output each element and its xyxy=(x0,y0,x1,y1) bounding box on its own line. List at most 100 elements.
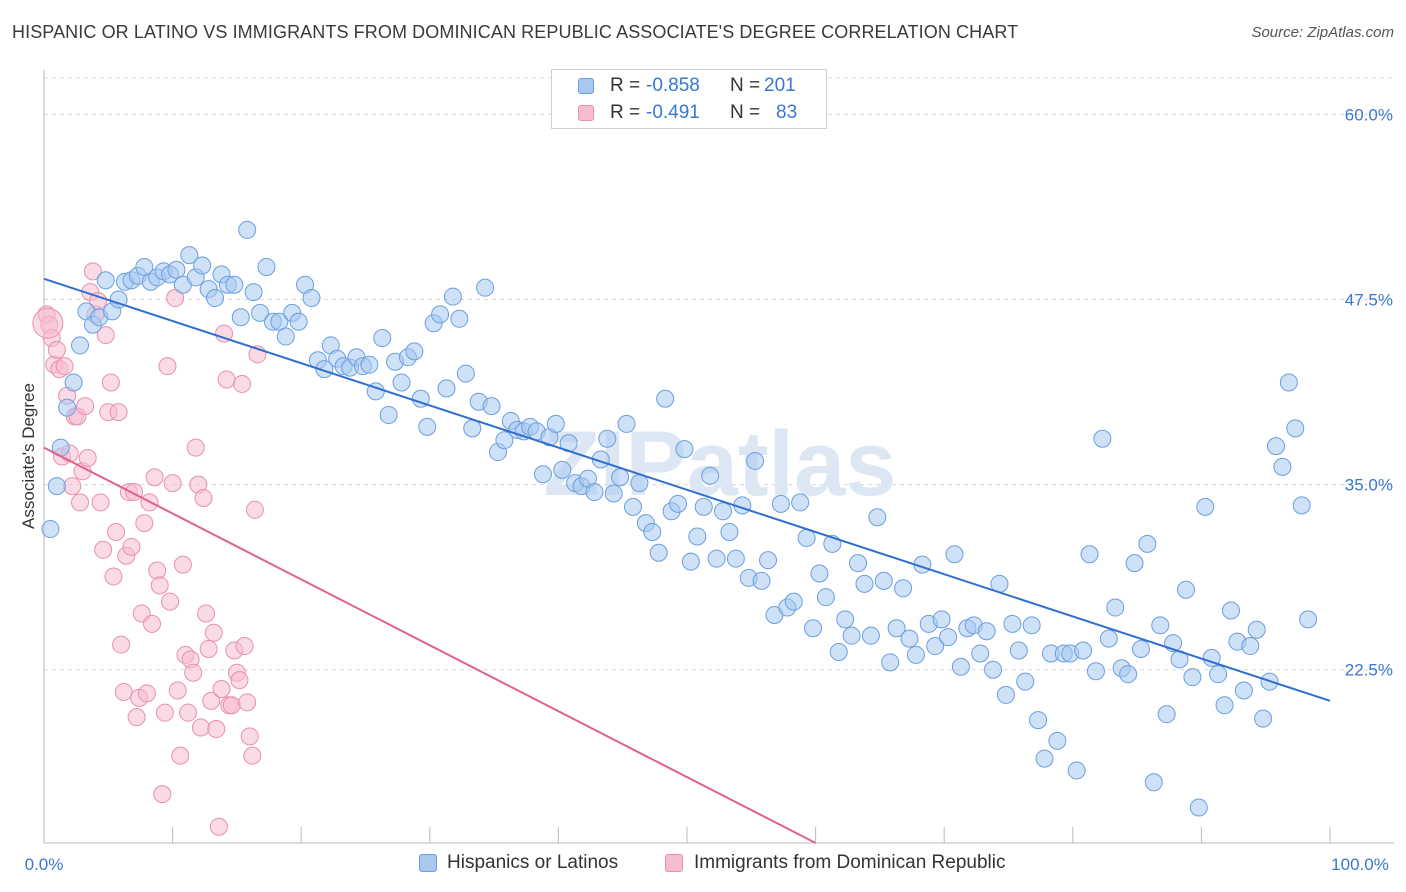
data-point-hispanic xyxy=(1093,429,1112,448)
data-point-hispanic xyxy=(675,440,694,459)
data-point-hispanic xyxy=(752,571,771,590)
data-point-hispanic xyxy=(932,610,951,629)
n-label: N = xyxy=(730,75,761,96)
r-value: -0.858 xyxy=(646,75,700,96)
data-point-hispanic xyxy=(437,379,456,398)
data-point-hispanic xyxy=(225,275,244,294)
data-point-hispanic xyxy=(463,419,482,438)
series-legend: Hispanics or Latinos Immigrants from Dom… xyxy=(0,851,1406,879)
data-point-dominican xyxy=(168,681,187,700)
data-point-dominican xyxy=(238,693,257,712)
data-point-dominican xyxy=(186,438,205,457)
data-point-hispanic xyxy=(842,626,861,645)
tick-labels: 22.5% 35.0% 47.5% 60.0% 0.0% 100.0% xyxy=(25,105,1393,874)
chart-title: HISPANIC OR LATINO VS IMMIGRANTS FROM DO… xyxy=(12,22,1019,42)
trend-lines xyxy=(43,277,1331,844)
data-point-dominican xyxy=(194,488,213,507)
data-point-hispanic xyxy=(431,305,450,324)
data-point-hispanic xyxy=(1009,641,1028,660)
data-point-hispanic xyxy=(643,523,662,542)
data-point-hispanic xyxy=(1286,419,1305,438)
data-point-hispanic xyxy=(649,543,668,562)
n-value: 83 xyxy=(776,102,798,123)
data-point-hispanic xyxy=(405,342,424,361)
data-point-hispanic xyxy=(1202,648,1221,667)
legend-swatch-pink xyxy=(665,854,683,872)
data-point-hispanic xyxy=(900,629,919,648)
data-point-hispanic xyxy=(720,523,739,542)
data-point-dominican xyxy=(107,523,126,542)
data-point-hispanic xyxy=(701,466,720,485)
data-point-hispanic xyxy=(1254,709,1273,728)
data-point-hispanic xyxy=(418,417,437,436)
data-point-hispanic xyxy=(553,460,572,479)
data-point-hispanic xyxy=(456,364,475,383)
data-point-dominican xyxy=(122,537,141,556)
r-label: R = xyxy=(610,75,641,96)
data-point-hispanic xyxy=(611,468,630,487)
data-point-dominican xyxy=(101,373,120,392)
data-point-hispanic xyxy=(623,497,642,516)
data-point-dominican xyxy=(91,493,110,512)
data-point-hispanic xyxy=(206,289,225,308)
y-tick-label: 35.0% xyxy=(1345,476,1393,495)
data-point-hispanic xyxy=(1292,496,1311,515)
series-hispanics-latinos xyxy=(41,220,1318,817)
data-point-dominican xyxy=(109,403,128,422)
data-point-hispanic xyxy=(41,520,60,539)
data-point-dominican xyxy=(215,324,234,343)
data-point-hispanic xyxy=(1151,616,1170,635)
data-point-dominican xyxy=(63,477,82,496)
data-point-dominican xyxy=(166,289,185,308)
data-point-hispanic xyxy=(1086,662,1105,681)
data-point-dominican xyxy=(212,679,231,698)
data-point-dominican xyxy=(204,623,223,642)
data-point-dominican xyxy=(191,718,210,737)
legend-swatch-pink xyxy=(578,105,594,121)
data-point-dominican xyxy=(202,691,221,710)
legend-label: Hispanics or Latinos xyxy=(447,852,619,873)
data-point-hispanic xyxy=(251,303,270,322)
data-point-hispanic xyxy=(759,551,778,570)
data-point-hispanic xyxy=(598,429,617,448)
data-point-dominican xyxy=(171,746,190,765)
data-point-hispanic xyxy=(167,260,186,279)
data-point-hispanic xyxy=(746,451,765,470)
data-point-dominican xyxy=(233,374,252,393)
data-point-hispanic xyxy=(270,312,289,331)
data-point-dominican xyxy=(114,682,133,701)
data-point-hispanic xyxy=(1266,437,1285,456)
data-point-dominican xyxy=(207,719,226,738)
data-point-hispanic xyxy=(546,414,565,433)
data-point-hispanic xyxy=(707,549,726,568)
data-point-hispanic xyxy=(1016,672,1035,691)
data-point-dominican xyxy=(150,576,169,595)
data-point-hispanic xyxy=(71,336,90,355)
data-point-dominican xyxy=(148,561,167,580)
data-point-hispanic xyxy=(951,657,970,676)
data-point-hispanic xyxy=(1144,773,1163,792)
data-point-hispanic xyxy=(180,246,199,265)
data-point-hispanic xyxy=(836,610,855,629)
data-point-hispanic xyxy=(1119,665,1138,684)
data-point-hispanic xyxy=(533,465,552,484)
data-point-hispanic xyxy=(1099,629,1118,648)
data-point-hispanic xyxy=(861,626,880,645)
data-point-hispanic xyxy=(881,653,900,672)
data-point-dominican xyxy=(55,357,74,376)
legend-swatch-blue xyxy=(578,78,594,94)
y-axis-title: Associate's Degree xyxy=(19,383,38,529)
data-point-hispanic xyxy=(906,645,925,664)
data-point-hispanic xyxy=(495,431,514,450)
data-point-hispanic xyxy=(1215,696,1234,715)
grid xyxy=(44,77,1394,671)
y-tick-label: 47.5% xyxy=(1345,291,1393,310)
data-point-hispanic xyxy=(855,574,874,593)
data-point-hispanic xyxy=(315,360,334,379)
data-point-hispanic xyxy=(47,477,66,496)
data-point-hispanic xyxy=(1080,545,1099,564)
data-point-dominican xyxy=(104,567,123,586)
x-tick-label: 100.0% xyxy=(1331,855,1389,874)
data-point-dominican xyxy=(83,262,102,281)
